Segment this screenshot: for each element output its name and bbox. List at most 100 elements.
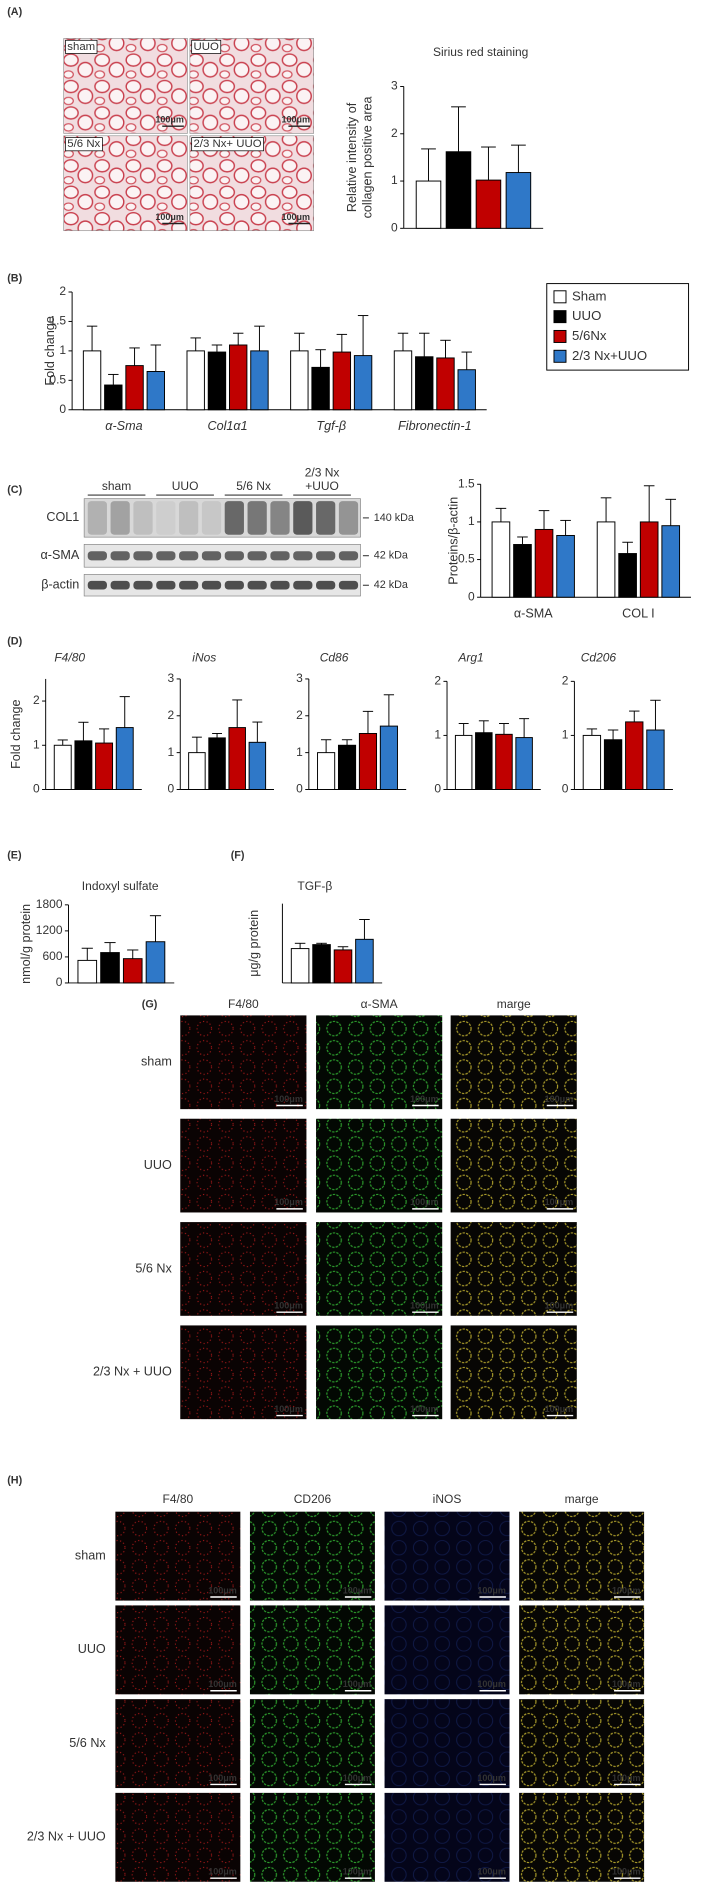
micrograph <box>63 38 188 134</box>
bar <box>445 151 472 229</box>
scale-bar-label: 100μm <box>410 1197 439 1207</box>
legend-swatch <box>553 329 567 343</box>
y-tick-label: 1 <box>59 343 66 357</box>
scale-bar-label: 100μm <box>545 1197 574 1207</box>
panel-label: (D) <box>7 636 22 648</box>
blot-group-label: 2/3 Nx <box>305 466 340 480</box>
chart-title: Arg1 <box>457 651 483 665</box>
y-tick-label: 0.5 <box>49 372 66 386</box>
blot-band <box>179 501 199 535</box>
micrograph <box>180 1118 307 1213</box>
bar <box>95 742 114 790</box>
blot-group-label: 5/6 Nx <box>236 479 271 493</box>
row-label: sham <box>141 1055 172 1069</box>
micrograph <box>63 135 188 232</box>
y-tick-label: 2 <box>391 126 398 140</box>
chart-title: TGF-β <box>297 879 332 893</box>
y-tick-label: 2 <box>59 284 66 298</box>
scale-bar-label: 100μm <box>612 1867 641 1877</box>
y-tick-label: 3 <box>168 671 175 685</box>
bar <box>333 949 353 984</box>
legend-label: UUO <box>572 308 601 323</box>
micrograph <box>189 135 314 232</box>
blot-group-label: sham <box>102 479 131 493</box>
scale-bar-label: 100μm <box>545 1404 574 1414</box>
y-tick-label: 600 <box>42 949 62 963</box>
y-tick-label: 1 <box>468 514 475 528</box>
panel-label: (G) <box>142 998 158 1010</box>
bar <box>625 721 644 790</box>
bar <box>475 179 502 229</box>
blot-band <box>133 551 153 561</box>
blot-band <box>224 551 244 561</box>
y-tick-label: 1800 <box>36 897 63 911</box>
blot-band <box>87 501 107 535</box>
y-tick-label: 0 <box>296 782 303 796</box>
bar <box>556 534 575 598</box>
micrograph <box>115 1792 241 1882</box>
scale-bar-label: 100μm <box>477 1585 506 1595</box>
row-label: UUO <box>78 1642 106 1656</box>
y-tick-label: 0 <box>562 782 569 796</box>
bar <box>505 172 532 229</box>
row-label: sham <box>75 1548 106 1562</box>
scale-bar-label: 100μm <box>274 1197 303 1207</box>
bar <box>379 725 398 790</box>
micrograph <box>316 1118 443 1213</box>
column-header: marge <box>497 997 531 1011</box>
blot-strip <box>83 544 361 568</box>
blot-band <box>293 580 313 590</box>
bar <box>596 521 616 598</box>
bar <box>186 350 205 411</box>
panel-label: (E) <box>7 849 22 861</box>
scale-bar-label: 100μm <box>612 1679 641 1689</box>
scale-bar-label: 100μm <box>545 1094 574 1104</box>
micrograph <box>519 1699 645 1789</box>
panel-label: (A) <box>7 6 22 18</box>
chart-title: F4/80 <box>54 651 85 665</box>
chart-title: Cd206 <box>581 651 617 665</box>
x-tick-label: α-Sma <box>105 419 142 433</box>
size-label: 42 kDa <box>374 550 408 562</box>
micrograph <box>180 1222 307 1316</box>
micrograph <box>519 1511 645 1601</box>
y-tick-label: 0 <box>168 782 175 796</box>
y-tick-label: 3 <box>296 671 303 685</box>
y-tick-label: 1 <box>434 728 441 742</box>
legend-label: 2/3 Nx+UUO <box>572 348 647 363</box>
bar <box>515 737 533 790</box>
blot-band <box>133 501 153 535</box>
micrograph <box>450 1325 577 1420</box>
bar <box>188 752 206 790</box>
scale-bar-label: 100μm <box>343 1773 372 1783</box>
blot-band <box>224 501 244 535</box>
blot-band <box>293 501 313 535</box>
panel-label: (B) <box>7 273 22 285</box>
y-tick-label: 2 <box>434 674 441 688</box>
scale-bar-label: 100μm <box>410 1404 439 1414</box>
blot-band <box>247 501 267 535</box>
bar <box>53 744 72 790</box>
blot-band <box>201 551 222 561</box>
bar <box>77 959 98 984</box>
x-tick-label: Tgf-β <box>316 419 346 433</box>
blot-band <box>247 580 267 590</box>
micrograph <box>180 1325 307 1420</box>
y-tick-label: 3 <box>391 79 398 93</box>
label-box <box>191 137 264 152</box>
y-tick-label: 2 <box>33 693 40 707</box>
scale-bar-label: 100μm <box>282 212 311 222</box>
blot-band <box>247 551 267 561</box>
bar <box>100 952 120 984</box>
bar <box>436 357 455 411</box>
y-tick-label: 0 <box>56 975 63 989</box>
row-label: 2/3 Nx + UUO <box>27 1830 106 1844</box>
micrograph <box>519 1792 645 1882</box>
bar <box>248 741 267 790</box>
y-tick-label: 0 <box>33 782 40 796</box>
bar <box>290 350 309 411</box>
chart-title: Indoxyl sulfate <box>82 879 159 893</box>
y-tick-label: 1200 <box>36 923 63 937</box>
blot-band <box>316 501 336 535</box>
bar <box>115 727 134 790</box>
